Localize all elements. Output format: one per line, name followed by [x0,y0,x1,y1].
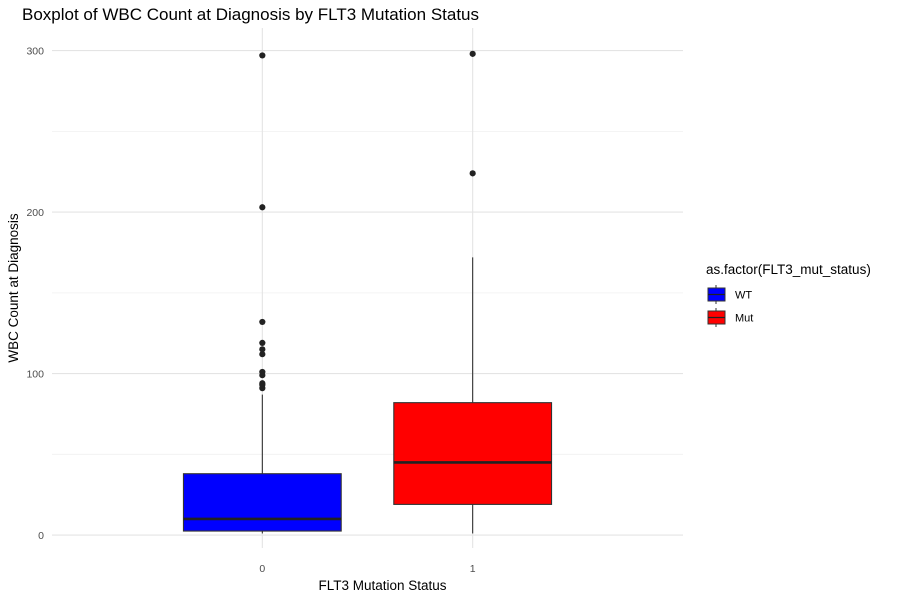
y-tick-label: 0 [38,530,44,542]
grid-lines [52,28,683,548]
y-axis-ticks: 0 100 200 300 [26,46,44,542]
box-series [182,50,553,534]
outlier-point [259,351,266,358]
legend-label: WT [735,290,752,302]
x-tick-label: 1 [470,563,476,575]
outlier-point [259,346,266,353]
chart-title: Boxplot of WBC Count at Diagnosis by FLT… [22,5,480,24]
legend-key-mut [707,308,726,327]
y-axis-title: WBC Count at Diagnosis [6,213,21,363]
legend: as.factor(FLT3_mut_status) WT Mut [706,262,871,327]
x-tick-label: 0 [259,563,265,575]
legend-title: as.factor(FLT3_mut_status) [706,262,871,277]
outlier-point [469,170,476,177]
outlier-point [469,50,476,57]
outlier-point [259,52,266,59]
legend-label: Mut [735,313,753,325]
y-tick-label: 100 [26,369,44,381]
outlier-point [259,318,266,326]
outlier-point [259,380,266,387]
outlier-point [259,339,266,347]
x-axis-title: FLT3 Mutation Status [318,578,446,593]
box-iqr [182,473,342,532]
legend-key-wt [707,285,726,304]
y-tick-label: 300 [26,46,44,58]
y-tick-label: 200 [26,207,44,219]
box-iqr [393,402,553,505]
box-group-wt [182,52,342,534]
outlier-point [259,368,266,376]
outlier-point [259,204,266,211]
box-group-mut [393,50,553,534]
